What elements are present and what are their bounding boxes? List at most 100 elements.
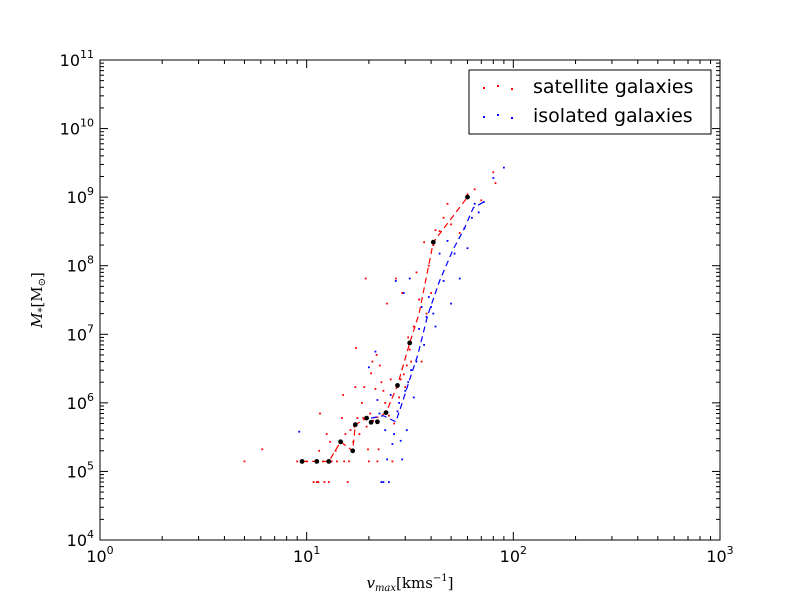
isolated-galaxies-point: [394, 280, 397, 282]
isolated-galaxies-point: [434, 325, 437, 328]
satellite-galaxies-point: [358, 433, 361, 435]
satellite-galaxies-point: [412, 325, 415, 328]
satellite-galaxies-point: [315, 481, 318, 483]
isolated-galaxies-point: [412, 396, 415, 399]
satellite-galaxies-point: [378, 364, 381, 367]
isolated-galaxies-point: [376, 399, 379, 401]
satellite-galaxies-point: [418, 298, 420, 301]
y-tick-label: 1011: [60, 48, 94, 70]
median-markers-point: [395, 383, 400, 388]
isolated-galaxies-point: [401, 458, 404, 461]
isolated-galaxies-point: [450, 302, 452, 305]
y-tick-label: 108: [67, 254, 94, 276]
isolated-galaxies-point: [374, 350, 377, 353]
satellite-galaxies-point: [317, 481, 320, 483]
satellite-galaxies-point: [370, 372, 372, 375]
median-markers-point: [465, 194, 470, 200]
satellite-galaxies-point: [375, 354, 378, 356]
satellite-galaxies-point: [473, 188, 476, 191]
median-markers-point: [383, 410, 389, 415]
isolated-galaxies-point: [492, 177, 495, 179]
y-axis-label-sub: *: [37, 308, 48, 313]
legend-marker: [483, 116, 485, 118]
y-tick-label: 107: [67, 322, 94, 344]
isolated-galaxies-point: [420, 306, 423, 308]
satellite-galaxies-point: [494, 182, 497, 184]
satellite-galaxies-point: [386, 302, 388, 305]
satellite-galaxies-point: [480, 199, 483, 202]
x-tick-label: 102: [500, 544, 527, 566]
median-markers-point: [352, 422, 358, 428]
satellite-galaxies-point: [450, 223, 452, 226]
satellite-galaxies-point: [376, 460, 379, 463]
y-tick-label: 106: [67, 391, 94, 413]
isolated-galaxies-point: [432, 312, 435, 315]
satellite-galaxies-point: [446, 202, 449, 205]
satellite-galaxies-point: [368, 460, 370, 463]
satellite-galaxies-point: [377, 448, 380, 451]
satellite-galaxies-point: [423, 241, 425, 244]
x-axis-label: vmax[kms−1]: [366, 573, 453, 594]
satellite-galaxies-point: [363, 386, 366, 388]
satellite-galaxies-point: [336, 460, 338, 463]
isolated-galaxies-point: [396, 410, 399, 413]
y-tick-label: 104: [67, 528, 94, 550]
satellite-galaxies-point: [243, 460, 246, 463]
isolated-galaxies-point: [368, 366, 370, 369]
isolated-galaxies-point: [399, 439, 402, 442]
satellite-galaxies-point: [362, 417, 365, 419]
tick-labels: 100 101 102 103 104 105 106 107 108 109 1010 1011: [60, 48, 734, 566]
satellite-galaxies-point: [393, 422, 395, 425]
satellite-galaxies-point: [356, 417, 359, 419]
satellite-galaxies-point: [342, 394, 344, 396]
isolated-galaxies-point: [503, 166, 505, 169]
isolated-galaxies-point: [477, 211, 480, 214]
y-tick-label: 105: [67, 459, 94, 481]
satellite-galaxies-point: [323, 481, 326, 483]
median-markers-point: [375, 419, 380, 425]
isolated-galaxies-point: [423, 344, 425, 346]
isolated-galaxies-point: [458, 277, 461, 280]
satellite-galaxies-point: [389, 378, 392, 381]
satellite-galaxies-point: [348, 460, 350, 463]
satellite-galaxies-point: [352, 440, 355, 443]
satellite-galaxies-point: [404, 386, 407, 388]
satellite-galaxies-point: [458, 232, 461, 234]
satellite-median-line: [302, 196, 468, 462]
y-tick-label: 1010: [60, 117, 94, 139]
isolated-galaxies-point: [446, 240, 449, 242]
satellite-galaxies-point: [374, 388, 377, 390]
plot-content: [243, 166, 505, 483]
isolated-galaxies-point: [473, 202, 476, 205]
satellite-galaxies-point: [405, 364, 408, 367]
satellite-galaxies-point: [410, 360, 412, 363]
legend-box: [468, 69, 712, 135]
y-axis-label-close: ]: [28, 272, 46, 278]
isolated-galaxies-point: [404, 389, 407, 392]
median-markers-point: [430, 239, 436, 245]
isolated-galaxies-point: [407, 381, 410, 384]
satellite-galaxies-point: [391, 460, 394, 463]
satellite-galaxies-point: [354, 386, 357, 388]
satellite-galaxies-point: [355, 347, 357, 349]
y-axis-label: M*[M⊙]: [28, 272, 48, 329]
satellite-galaxies-point: [371, 360, 374, 363]
isolated-galaxies-point: [388, 481, 390, 483]
isolated-galaxies-point: [418, 328, 420, 330]
isolated-galaxies-point: [415, 360, 418, 363]
satellite-galaxies-point: [312, 481, 315, 483]
satellite-galaxies-point: [425, 312, 428, 315]
median-markers-point: [407, 340, 413, 346]
satellite-galaxies-point: [365, 425, 368, 428]
isolated-galaxies-point: [393, 433, 395, 435]
satellite-galaxies-point: [334, 449, 337, 452]
isolated-galaxies-point: [482, 201, 485, 203]
isolated-galaxies-point: [298, 430, 301, 433]
plot-background: [100, 60, 720, 540]
satellite-galaxies-point: [408, 348, 411, 351]
plot-frame: [99, 59, 721, 541]
satellite-galaxies-point: [427, 264, 430, 267]
median-markers-point: [314, 459, 320, 464]
legend-swatch-isolated: [483, 114, 513, 119]
satellite-galaxies-point: [349, 429, 352, 431]
